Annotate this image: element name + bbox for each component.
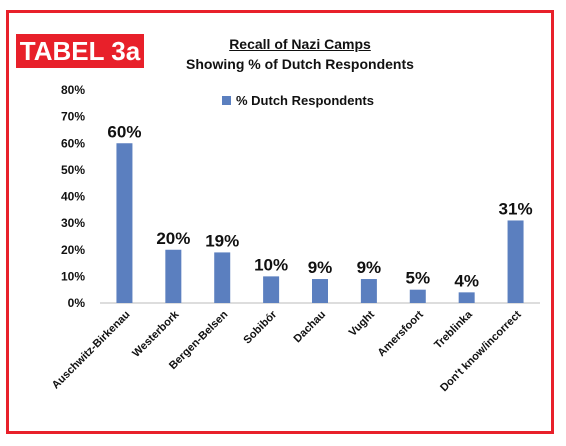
x-axis-labels: Auschwitz-BirkenauWesterborkBergen-Belse… xyxy=(50,308,524,394)
bars xyxy=(116,143,524,303)
data-label: 5% xyxy=(405,269,430,288)
y-tick-label: 80% xyxy=(61,83,85,97)
chart-title: Recall of Nazi Camps xyxy=(229,36,371,52)
y-tick-label: 70% xyxy=(61,110,85,124)
x-tick-label: Amersfoort xyxy=(375,308,426,359)
bar xyxy=(263,276,280,303)
chart-subtitle: Showing % of Dutch Respondents xyxy=(186,56,414,72)
y-tick-label: 10% xyxy=(61,269,85,283)
y-tick-label: 30% xyxy=(61,216,85,230)
bar xyxy=(458,292,475,303)
y-tick-label: 40% xyxy=(61,190,85,204)
data-label: 19% xyxy=(205,231,239,250)
data-label: 4% xyxy=(454,271,479,290)
y-tick-label: 50% xyxy=(61,163,85,177)
bar xyxy=(409,289,426,303)
legend: % Dutch Respondents xyxy=(222,93,374,108)
legend-label: % Dutch Respondents xyxy=(236,93,374,108)
x-tick-label: Auschwitz-Birkenau xyxy=(50,309,133,392)
y-tick-label: 0% xyxy=(68,296,86,310)
x-tick-label: Treblinka xyxy=(432,308,475,351)
y-tick-label: 20% xyxy=(61,243,85,257)
data-label: 31% xyxy=(499,199,533,218)
data-label: 9% xyxy=(357,258,382,277)
table-badge: TABEL 3a xyxy=(16,34,144,68)
x-tick-label: Don't know/incorrect xyxy=(438,308,524,394)
x-tick-label: Dachau xyxy=(292,309,329,346)
data-label: 9% xyxy=(308,258,333,277)
bar xyxy=(214,252,231,303)
x-tick-label: Westerbork xyxy=(130,308,182,360)
data-label: 60% xyxy=(107,122,141,141)
data-labels: 60% 20% 19% 10% 9% 9% 5% 4% 31% xyxy=(107,122,532,290)
bar xyxy=(507,220,524,303)
bar xyxy=(165,249,182,303)
y-tick-label: 60% xyxy=(61,136,85,150)
chart-frame xyxy=(6,10,554,434)
bar xyxy=(360,279,377,303)
bar xyxy=(116,143,133,303)
bar xyxy=(312,279,328,303)
data-label: 20% xyxy=(156,229,190,248)
x-tick-label: Sobibór xyxy=(241,308,279,346)
legend-swatch xyxy=(222,96,231,105)
data-label: 10% xyxy=(254,255,288,274)
x-tick-label: Vught xyxy=(347,308,377,338)
